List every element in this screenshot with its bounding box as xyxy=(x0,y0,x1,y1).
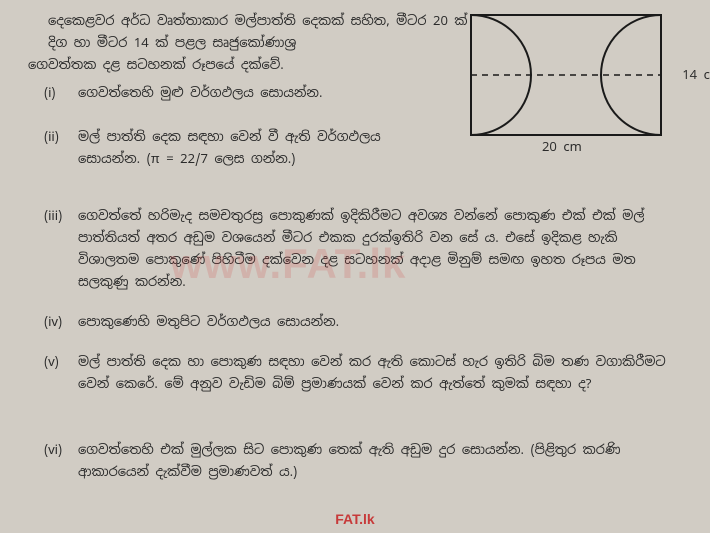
roman-i: (i) xyxy=(44,82,78,104)
intro-line-1: දෙකෙළවර අර්ධ වෘත්තාකාර මල්පාත්ති දෙකක් ස… xyxy=(20,10,470,54)
item-iv-text: පොකුණෙහි මතුපිට වර්ගඵලය සොයන්න. xyxy=(78,311,690,333)
item-i-text: ගෙවත්තෙහි මුළු වර්ගඵලය සොයන්න. xyxy=(78,82,470,104)
item-iv: (iv) පොකුණෙහි මතුපිට වර්ගඵලය සොයන්න. xyxy=(20,311,690,333)
roman-vi: (vi) xyxy=(44,439,78,461)
exam-question-page: www.FAT.lk දෙකෙළවර අර්ධ වෘත්තාකාර මල්පාත… xyxy=(20,10,690,483)
item-iii-text: ගෙවත්තේ හරිමැද සමචතුරස්‍ර පොකුණක් ඉදිකිර… xyxy=(78,205,690,293)
item-ii: (ii) මල් පාත්ති දෙක සඳහා වෙන් වී ඇති වර්… xyxy=(20,126,470,170)
item-v-text: මල් පාත්ති දෙක හා පොකුණ සඳහා වෙන් කර ඇති… xyxy=(78,351,690,395)
item-v: (v) මල් පාත්ති දෙක හා පොකුණ සඳහා වෙන් කර… xyxy=(20,351,690,395)
left-semicircle xyxy=(471,15,531,135)
roman-iv: (iv) xyxy=(44,311,78,333)
figure-width-label: 20 cm xyxy=(542,136,582,158)
roman-iii: (iii) xyxy=(44,205,78,227)
figure-height-label: 14 cm xyxy=(682,64,710,86)
intro-line-2: ගෙවත්තක දළ සටහනක් රූපයේ දක්වේ. xyxy=(20,54,470,76)
item-vi-text: ගෙවත්තෙහි එක් මුල්ලක සිට පොකුණ තෙක් ඇති … xyxy=(78,439,690,483)
roman-v: (v) xyxy=(44,351,78,373)
geometry-figure: 14 cm 20 cm xyxy=(470,10,690,148)
question-intro: දෙකෙළවර අර්ධ වෘත්තාකාර මල්පාත්ති දෙකක් ස… xyxy=(20,10,470,76)
item-iii: (iii) ගෙවත්තේ හරිමැද සමචතුරස්‍ර පොකුණක් … xyxy=(20,205,690,293)
top-left-text: දෙකෙළවර අර්ධ වෘත්තාකාර මල්පාත්ති දෙකක් ස… xyxy=(20,10,470,189)
item-ii-line2: සොයන්න. (π = 22/7 ලෙස ගන්න.) xyxy=(78,148,464,170)
figure-rect xyxy=(471,15,661,135)
item-ii-line1: මල් පාත්ති දෙක සඳහා වෙන් වී ඇති වර්ගඵලය xyxy=(78,126,464,148)
roman-ii: (ii) xyxy=(44,126,78,148)
item-vi: (vi) ගෙවත්තෙහි එක් මුල්ලක සිට පොකුණ තෙක්… xyxy=(20,439,690,483)
question-top-block: දෙකෙළවර අර්ධ වෘත්තාකාර මල්පාත්ති දෙකක් ස… xyxy=(20,10,690,189)
figure-svg xyxy=(470,14,662,138)
item-ii-text: මල් පාත්ති දෙක සඳහා වෙන් වී ඇති වර්ගඵලය … xyxy=(78,126,470,170)
watermark-footer: FAT.lk xyxy=(0,511,710,527)
item-i: (i) ගෙවත්තෙහි මුළු වර්ගඵලය සොයන්න. xyxy=(20,82,470,104)
